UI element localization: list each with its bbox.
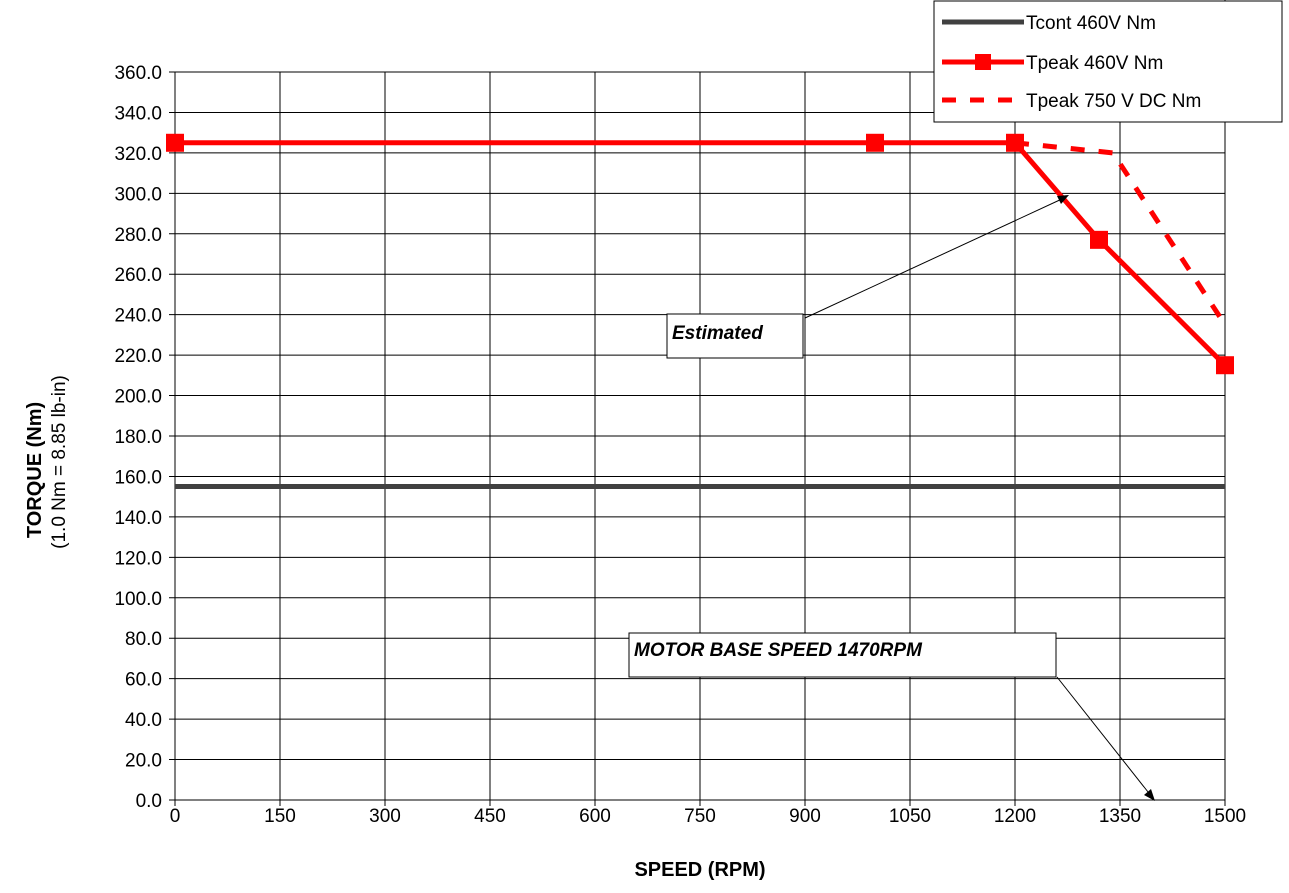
y-tick-label: 100.0 bbox=[114, 589, 162, 610]
estimated-label-box bbox=[666, 313, 804, 359]
y-tick-label: 20.0 bbox=[125, 751, 162, 772]
y-tick-label: 220.0 bbox=[114, 346, 162, 367]
series-marker bbox=[1090, 230, 1108, 249]
base-speed-arrowhead bbox=[1144, 789, 1155, 801]
x-tick-label: 1350 bbox=[1099, 806, 1141, 827]
series-marker bbox=[1216, 356, 1234, 375]
x-tick-label: 0 bbox=[170, 806, 181, 827]
annotation-estimated: Estimated bbox=[666, 195, 1069, 359]
y-tick-label: 280.0 bbox=[114, 225, 162, 246]
y-tick-label: 0.0 bbox=[136, 791, 162, 812]
annotation-base-speed: MOTOR BASE SPEED 1470RPM bbox=[628, 632, 1155, 801]
y-axis-subtitle: (1.0 Nm = 8.85 lb-in) bbox=[49, 375, 70, 549]
x-tick-label: 1500 bbox=[1204, 806, 1246, 827]
base-speed-arrow bbox=[1056, 676, 1153, 798]
y-tick-label: 200.0 bbox=[114, 387, 162, 408]
series-marker bbox=[866, 133, 884, 152]
y-tick-label: 160.0 bbox=[114, 467, 162, 488]
y-tick-label: 360.0 bbox=[114, 63, 162, 84]
x-tick-label: 1050 bbox=[889, 806, 931, 827]
base-speed-label-box bbox=[628, 632, 1057, 678]
y-tick-label: 80.0 bbox=[125, 629, 162, 650]
series-marker bbox=[166, 133, 184, 152]
base-speed-label: MOTOR BASE SPEED 1470RPM bbox=[634, 640, 923, 661]
legend-marker-tpeak-460 bbox=[975, 54, 991, 70]
series-layer bbox=[166, 133, 1234, 490]
x-axis-title: SPEED (RPM) bbox=[634, 859, 765, 881]
x-tick-labels: 0 150 300 450 600 750 900 1050 1200 1350 1500 bbox=[170, 806, 1246, 827]
y-tick-label: 260.0 bbox=[114, 265, 162, 286]
y-tick-labels: 0.0 20.0 40.0 60.0 80.0 100.0 120.0 140.0 160.0 1… bbox=[114, 63, 162, 812]
estimated-label: Estimated bbox=[672, 323, 763, 344]
y-tick-label: 320.0 bbox=[114, 144, 162, 165]
x-tick-label: 600 bbox=[579, 806, 611, 827]
x-tick-label: 900 bbox=[789, 806, 821, 827]
legend-label-tpeak-460: Tpeak 460V Nm bbox=[1026, 53, 1163, 74]
legend-label-tpeak-750: Tpeak 750 V DC Nm bbox=[1026, 91, 1201, 112]
legend: Tcont 460V Nm Tpeak 460V Nm Tpeak 750 V … bbox=[933, 0, 1283, 123]
y-tick-label: 60.0 bbox=[125, 670, 162, 691]
x-tick-label: 150 bbox=[264, 806, 296, 827]
x-tick-label: 450 bbox=[474, 806, 506, 827]
estimated-arrow bbox=[804, 197, 1065, 319]
series-line-2 bbox=[1014, 140, 1228, 327]
x-tick-label: 750 bbox=[684, 806, 716, 827]
y-tick-label: 240.0 bbox=[114, 306, 162, 327]
y-tick-label: 340.0 bbox=[114, 103, 162, 124]
y-tick-label: 140.0 bbox=[114, 508, 162, 529]
y-tick-label: 40.0 bbox=[125, 710, 162, 731]
y-tick-label: 120.0 bbox=[114, 548, 162, 569]
y-tick-label: 180.0 bbox=[114, 427, 162, 448]
x-tick-label: 1200 bbox=[994, 806, 1036, 827]
grid bbox=[169, 71, 1226, 806]
legend-label-tcont: Tcont 460V Nm bbox=[1026, 13, 1156, 34]
y-tick-label: 300.0 bbox=[114, 184, 162, 205]
y-axis-title: TORQUE (Nm) bbox=[24, 402, 46, 538]
x-tick-label: 300 bbox=[369, 806, 401, 827]
estimated-arrowhead bbox=[1057, 195, 1069, 204]
